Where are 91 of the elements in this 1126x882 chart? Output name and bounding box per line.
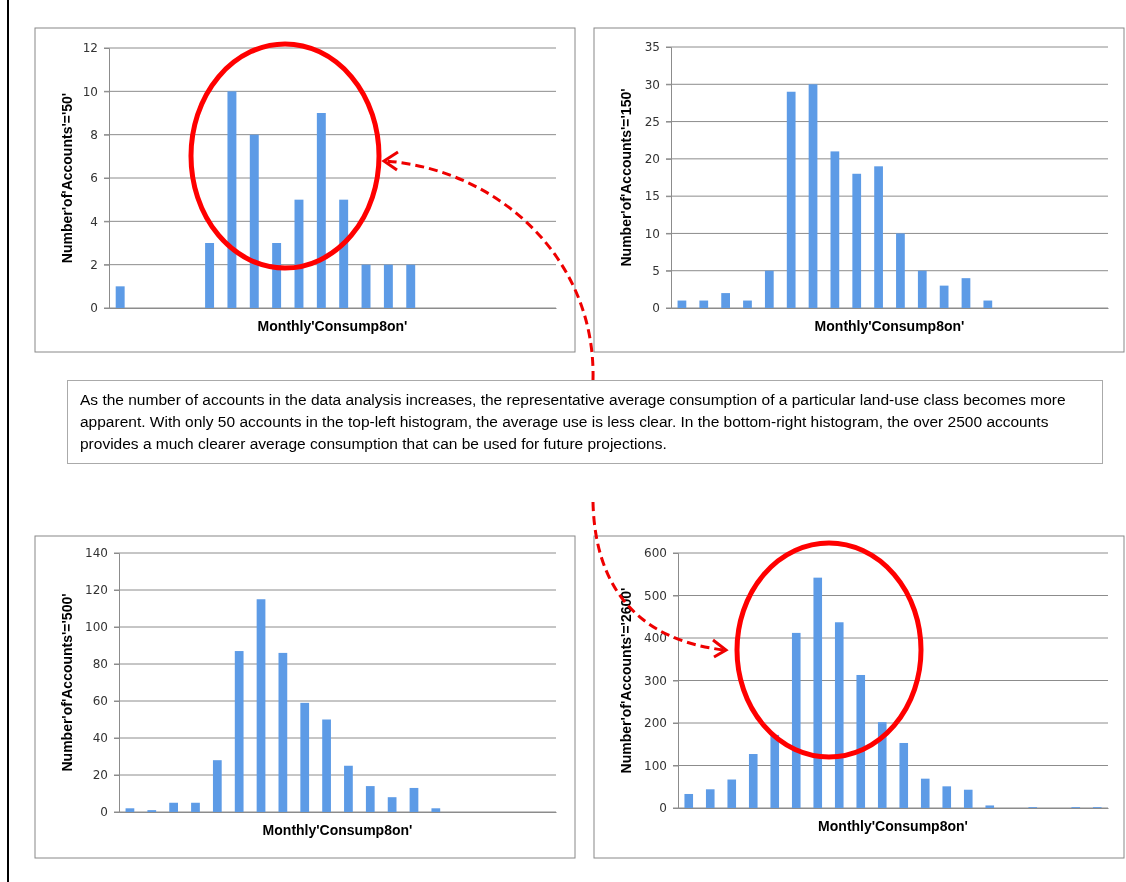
bar — [727, 779, 737, 808]
bar — [383, 264, 393, 308]
y-tick-label: 600 — [644, 546, 667, 561]
y-tick-label: 30 — [644, 77, 660, 92]
bar — [917, 270, 927, 308]
bar — [830, 151, 840, 308]
bar — [770, 734, 780, 808]
bar — [256, 599, 266, 812]
bar — [365, 786, 375, 812]
bar — [272, 243, 282, 308]
y-tick-label: 20 — [644, 152, 660, 167]
y-tick-label: 500 — [644, 588, 667, 603]
y-tick-label: 200 — [644, 716, 667, 731]
bar — [169, 802, 178, 812]
y-axis-title: Number'of'Accounts'='2600' — [618, 587, 634, 774]
bar — [896, 233, 905, 308]
y-axis-title: Number'of'Accounts'='50' — [59, 92, 75, 264]
bar — [344, 765, 353, 812]
y-tick-label: 0 — [659, 801, 667, 816]
bar — [205, 243, 215, 308]
bar — [227, 91, 237, 308]
bar — [316, 113, 326, 308]
y-tick-label: 0 — [90, 301, 98, 316]
y-tick-label: 10 — [82, 84, 98, 99]
y-tick-label: 6 — [90, 171, 98, 186]
bar — [852, 173, 862, 308]
y-tick-label: 4 — [90, 214, 98, 229]
bar — [786, 91, 796, 308]
bar — [961, 278, 971, 308]
bar — [813, 577, 823, 808]
y-tick-label: 0 — [100, 805, 108, 820]
bar — [705, 789, 715, 808]
bar — [942, 786, 952, 808]
y-axis-title: Number'of'Accounts'='150' — [618, 88, 634, 267]
text: As the number of accounts in the data analysis increases, the representative average consumption of a particular land-use class becomes more apparent. With only 50 accounts in the top-left histogram, the average use is less clear. In the bottom-right histogram, the over 2500 accounts provides a much clearer average consumption that can be used for future projections. — [80, 390, 1067, 454]
y-tick-label: 2 — [90, 258, 98, 273]
bar — [764, 270, 774, 308]
bar — [743, 300, 752, 308]
bar — [684, 793, 694, 808]
bar — [834, 622, 844, 808]
bar — [339, 199, 349, 308]
bar — [721, 293, 730, 308]
bar — [983, 300, 993, 308]
bar — [748, 754, 758, 808]
bar — [939, 285, 949, 308]
bar — [431, 808, 441, 812]
bar — [409, 787, 419, 812]
y-tick-label: 100 — [85, 620, 108, 635]
bar — [249, 134, 259, 308]
y-tick-label: 400 — [644, 631, 667, 646]
x-axis-title: Monthly'Consump8on' — [818, 818, 968, 834]
bar — [877, 722, 887, 808]
bar — [920, 778, 930, 808]
y-tick-label: 60 — [92, 694, 108, 709]
bar — [234, 651, 244, 812]
y-tick-label: 120 — [85, 583, 108, 598]
y-tick-label: 12 — [82, 41, 98, 56]
bar — [191, 802, 200, 812]
bar — [125, 808, 135, 812]
y-tick-label: 20 — [92, 768, 108, 783]
y-tick-label: 40 — [92, 731, 108, 746]
y-tick-label: 8 — [90, 128, 98, 143]
y-tick-label: 0 — [652, 301, 660, 316]
y-tick-label: 5 — [652, 264, 660, 279]
y-tick-label: 15 — [644, 189, 660, 204]
bar — [963, 789, 973, 808]
y-tick-label: 300 — [644, 673, 667, 688]
x-axis-title: Monthly'Consump8on' — [814, 318, 965, 334]
x-axis-title: Monthly'Consump8on' — [262, 822, 413, 838]
y-tick-label: 25 — [644, 114, 660, 129]
y-tick-label: 35 — [644, 40, 660, 55]
y-tick-label: 10 — [644, 226, 660, 241]
bar — [387, 797, 397, 812]
bar — [212, 760, 222, 812]
bar — [985, 805, 995, 808]
bar — [300, 702, 310, 812]
x-axis-title: Monthly'Consump8on' — [257, 318, 408, 334]
bar — [322, 719, 331, 812]
y-tick-label: 100 — [644, 758, 667, 773]
bar — [406, 264, 416, 308]
y-tick-label: 80 — [92, 657, 108, 672]
bar — [791, 632, 801, 808]
bar — [874, 166, 883, 308]
y-tick-label: 140 — [85, 546, 108, 561]
y-axis-title: Number'of'Accounts'='500' — [59, 593, 75, 772]
bar — [856, 674, 866, 808]
bar — [115, 286, 125, 308]
bar — [699, 300, 709, 308]
bar — [899, 742, 909, 808]
bar — [278, 652, 288, 812]
bar — [808, 84, 818, 308]
